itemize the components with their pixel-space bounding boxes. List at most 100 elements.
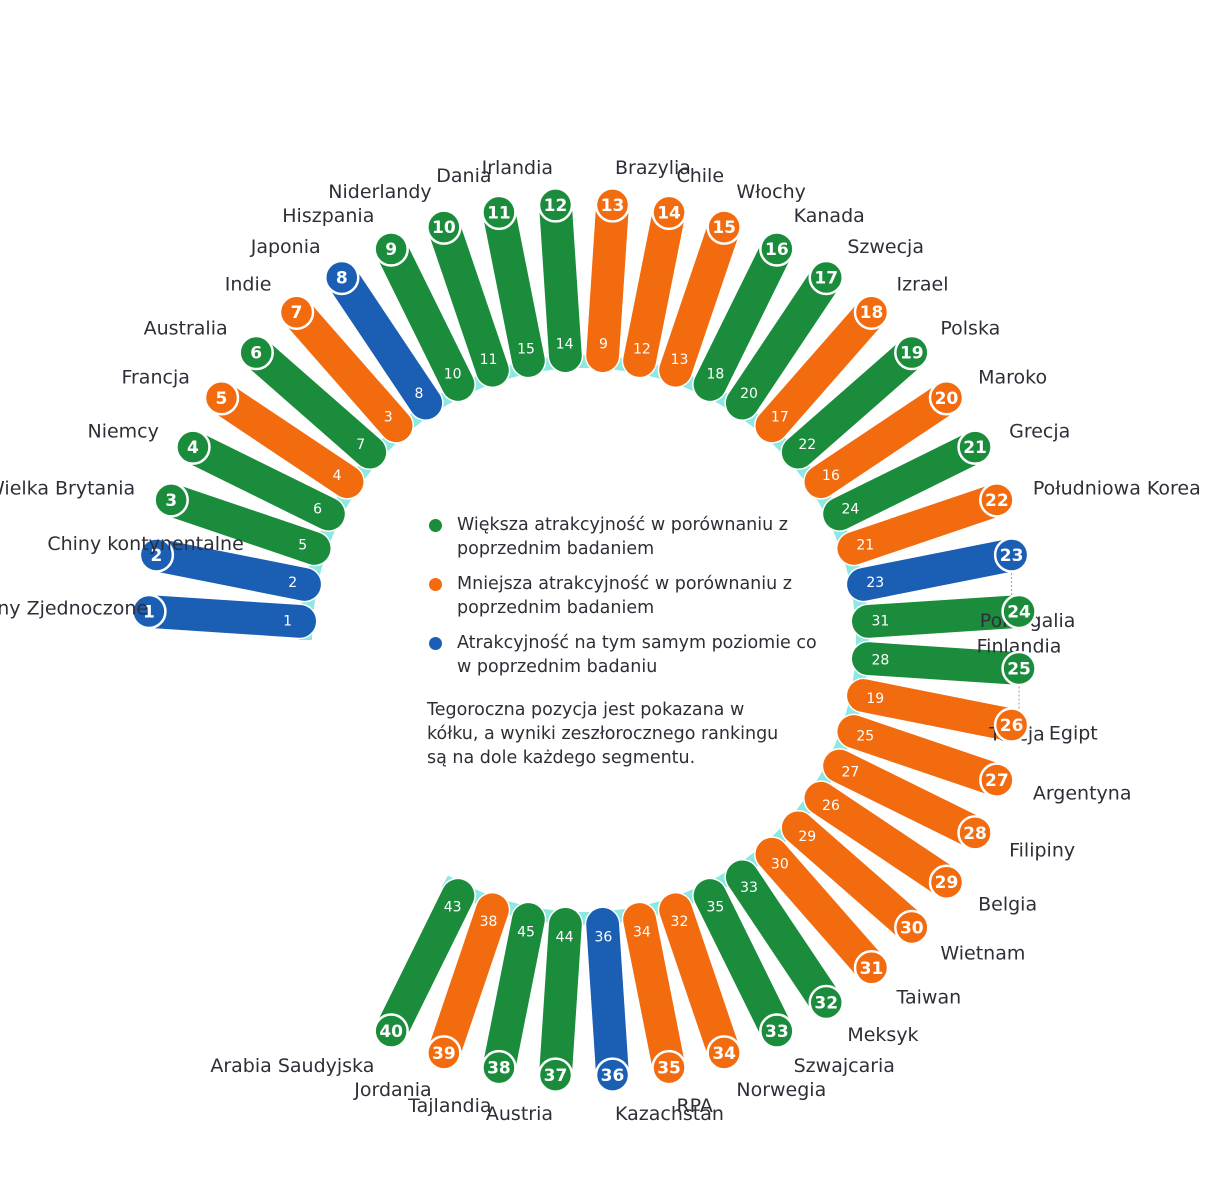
country-label-11: Dania [436, 165, 491, 187]
rank-badge-15 [706, 209, 742, 245]
rank-badge-11 [481, 194, 517, 231]
current-rank-36: 36 [601, 1066, 625, 1086]
current-rank-1: 1 [143, 602, 155, 622]
country-label-31: Taiwan [896, 986, 962, 1008]
previous-rank-32: 33 [740, 880, 758, 896]
previous-rank-12: 14 [556, 337, 574, 353]
current-rank-24: 24 [1007, 602, 1031, 622]
country-label-29: Belgia [978, 893, 1037, 915]
previous-rank-2: 2 [288, 575, 297, 591]
previous-rank-35: 34 [633, 924, 651, 940]
country-label-17: Szwecja [847, 236, 924, 258]
previous-rank-22: 21 [856, 538, 874, 554]
current-rank-37: 37 [544, 1066, 568, 1086]
current-rank-23: 23 [1000, 546, 1024, 566]
rank-badge-4 [175, 429, 211, 465]
country-label-5: Francja [121, 367, 189, 389]
current-rank-26: 26 [1000, 716, 1024, 736]
previous-rank-6: 7 [356, 437, 365, 453]
legend-label-less-attractive: Mniejsza atrakcyjność w porównaniu z pop… [457, 574, 792, 618]
country-label-18: Izrael [897, 274, 949, 296]
current-rank-8: 8 [336, 268, 348, 288]
country-label-19: Polska [940, 317, 1000, 339]
current-rank-2: 2 [150, 546, 162, 566]
country-label-12: Irlandia [482, 157, 553, 179]
previous-rank-39: 38 [480, 914, 498, 930]
rank-badge-37 [537, 1057, 574, 1093]
legend-label-same-level: Atrakcyjność na tym samym poziomie co w … [457, 633, 817, 677]
current-rank-30: 30 [900, 918, 924, 938]
previous-rank-10: 11 [480, 352, 498, 368]
rank-badge-23 [993, 537, 1030, 573]
current-rank-12: 12 [544, 196, 568, 216]
current-rank-32: 32 [814, 994, 838, 1014]
country-label-35: RPA [676, 1095, 712, 1117]
rank-badge-8 [324, 259, 360, 296]
current-rank-6: 6 [250, 344, 262, 364]
previous-rank-30: 29 [798, 829, 816, 845]
rank-badge-32 [808, 984, 844, 1021]
country-label-15: Włochy [736, 181, 806, 203]
orange-dot-icon [429, 578, 442, 591]
country-label-10: Niderlandy [328, 181, 431, 203]
country-label-9: Hiszpania [282, 205, 374, 227]
rank-badge-12 [537, 187, 574, 223]
country-label-37: Austria [486, 1103, 553, 1125]
previous-rank-40: 43 [444, 899, 462, 915]
country-label-6: Australia [144, 317, 228, 339]
current-rank-3: 3 [165, 491, 177, 511]
country-label-40: Arabia Saudyjska [210, 1055, 374, 1077]
country-label-27: Argentyna [1033, 782, 1132, 804]
country-label-13: Brazylia [615, 157, 691, 179]
previous-rank-13: 9 [599, 337, 608, 353]
current-rank-21: 21 [963, 438, 987, 458]
rank-badge-19 [894, 334, 930, 371]
ranking-segments [134, 190, 1034, 1090]
previous-rank-7: 3 [384, 410, 393, 426]
current-rank-10: 10 [432, 218, 456, 238]
country-label-33: Szwajcaria [794, 1055, 895, 1077]
previous-rank-33: 35 [706, 899, 724, 915]
country-label-14: Chile [676, 165, 724, 187]
rank-badge-35 [651, 1049, 687, 1086]
country-label-7: Indie [225, 274, 272, 296]
current-rank-33: 33 [765, 1022, 789, 1042]
country-label-34: Norwegia [736, 1079, 826, 1101]
rank-badge-39 [426, 1035, 462, 1071]
legend: Większa atrakcyjność w porównaniu z popr… [427, 513, 817, 770]
current-rank-29: 29 [935, 873, 959, 893]
country-label-22: Południowa Korea [1033, 478, 1201, 500]
rank-badge-27 [979, 762, 1015, 798]
rank-badge-24 [1001, 593, 1037, 630]
previous-rank-16: 18 [706, 367, 724, 383]
current-rank-13: 13 [601, 196, 625, 216]
country-label-20: Maroko [978, 367, 1047, 389]
country-label-32: Meksyk [847, 1024, 918, 1046]
previous-rank-8: 8 [415, 386, 424, 402]
previous-rank-38: 45 [517, 924, 535, 940]
current-rank-28: 28 [963, 824, 987, 844]
previous-rank-11: 15 [517, 342, 535, 358]
current-rank-4: 4 [187, 438, 199, 458]
previous-rank-23: 23 [866, 575, 884, 591]
previous-rank-26: 19 [866, 691, 884, 707]
previous-rank-31: 30 [771, 856, 789, 872]
previous-rank-4: 6 [313, 502, 322, 518]
rank-badge-16 [759, 231, 795, 267]
rank-badge-29 [928, 864, 965, 900]
previous-rank-17: 20 [740, 386, 758, 402]
previous-rank-15: 13 [671, 352, 689, 368]
country-label-38: Tajlandia [407, 1095, 491, 1117]
rank-badge-36 [594, 1057, 631, 1093]
previous-rank-5: 4 [333, 468, 342, 484]
rank-badge-1 [131, 593, 167, 630]
current-rank-15: 15 [712, 218, 736, 238]
previous-rank-34: 32 [671, 914, 689, 930]
country-label-1: Stany Zjednoczone [0, 597, 148, 619]
current-rank-17: 17 [814, 268, 838, 288]
legend-label-more-attractive: Większa atrakcyjność w porównaniu z popr… [457, 515, 788, 559]
rank-badge-6 [238, 334, 274, 371]
previous-rank-20: 16 [822, 468, 840, 484]
current-rank-20: 20 [935, 389, 959, 409]
